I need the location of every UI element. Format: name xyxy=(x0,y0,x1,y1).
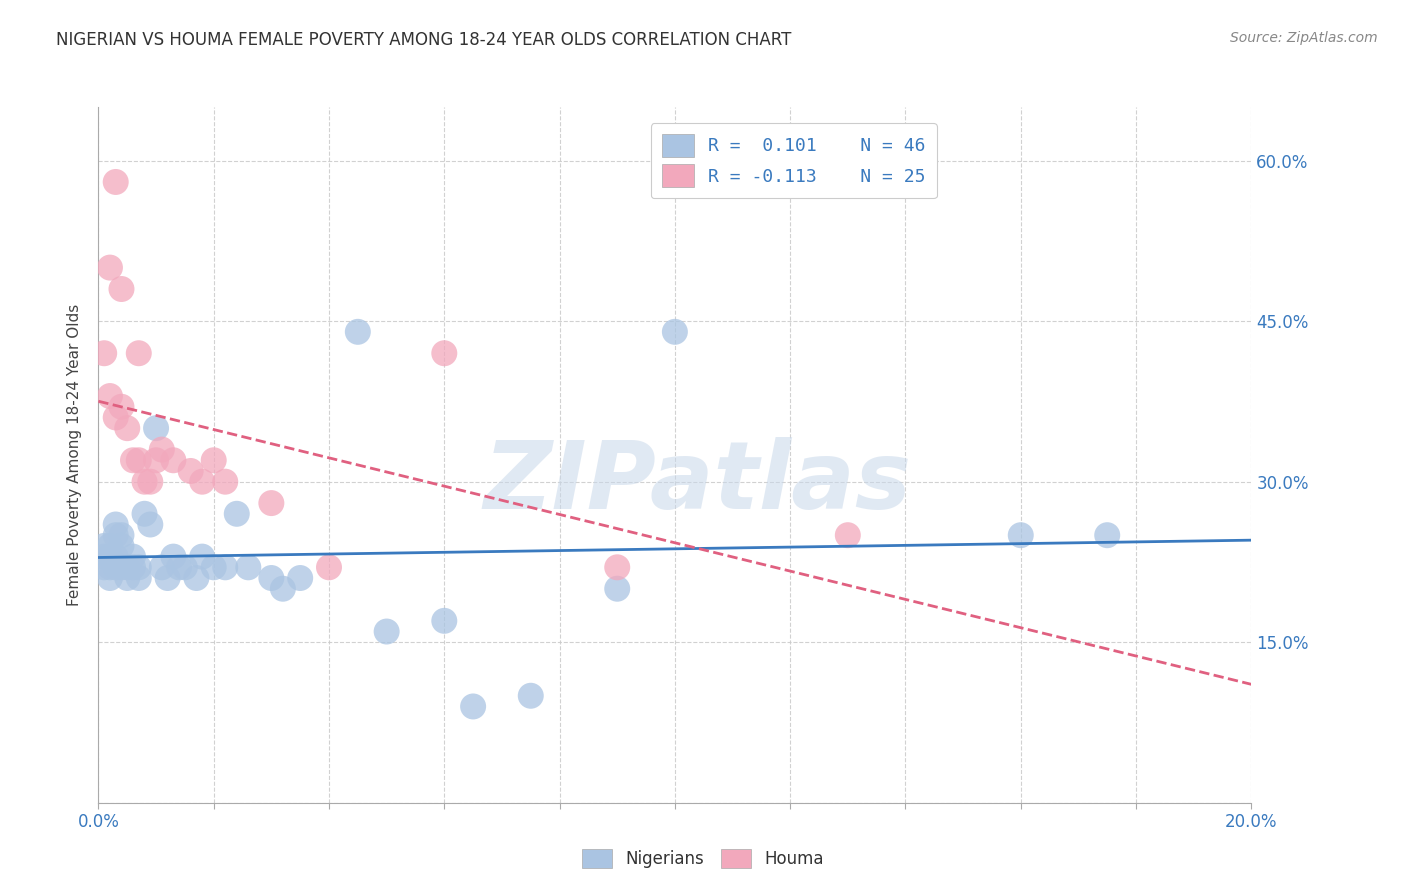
Point xyxy=(134,475,156,489)
Point xyxy=(128,453,150,467)
Point xyxy=(162,453,184,467)
Point xyxy=(260,571,283,585)
Point xyxy=(290,571,312,585)
Point xyxy=(191,549,214,564)
Point xyxy=(93,539,115,553)
Text: Source: ZipAtlas.com: Source: ZipAtlas.com xyxy=(1230,31,1378,45)
Point xyxy=(606,560,628,574)
Text: ZIPatlas: ZIPatlas xyxy=(484,437,912,529)
Point xyxy=(98,560,121,574)
Point xyxy=(139,517,162,532)
Point xyxy=(167,560,190,574)
Point xyxy=(174,560,197,574)
Point xyxy=(117,560,139,574)
Point xyxy=(606,582,628,596)
Point xyxy=(110,560,132,574)
Point xyxy=(134,507,156,521)
Point xyxy=(122,453,145,467)
Point xyxy=(191,475,214,489)
Point xyxy=(156,571,179,585)
Point xyxy=(145,453,167,467)
Point xyxy=(433,346,456,360)
Point xyxy=(128,346,150,360)
Point xyxy=(117,421,139,435)
Point xyxy=(150,560,173,574)
Point xyxy=(1010,528,1032,542)
Point xyxy=(117,571,139,585)
Legend: Nigerians, Houma: Nigerians, Houma xyxy=(575,842,831,875)
Point xyxy=(139,475,162,489)
Point xyxy=(433,614,456,628)
Legend: R =  0.101    N = 46, R = -0.113    N = 25: R = 0.101 N = 46, R = -0.113 N = 25 xyxy=(651,123,936,198)
Point xyxy=(98,389,121,403)
Point xyxy=(122,560,145,574)
Point xyxy=(202,560,225,574)
Point xyxy=(110,528,132,542)
Point xyxy=(128,560,150,574)
Point xyxy=(1097,528,1119,542)
Point xyxy=(271,582,294,596)
Point xyxy=(98,549,121,564)
Point xyxy=(186,571,208,585)
Point xyxy=(110,539,132,553)
Point xyxy=(346,325,368,339)
Point xyxy=(93,549,115,564)
Point xyxy=(104,410,127,425)
Point xyxy=(180,464,202,478)
Point xyxy=(104,175,127,189)
Point xyxy=(110,282,132,296)
Point xyxy=(104,528,127,542)
Point xyxy=(98,539,121,553)
Point xyxy=(202,453,225,467)
Point xyxy=(214,475,236,489)
Point xyxy=(664,325,686,339)
Point xyxy=(104,560,127,574)
Point xyxy=(145,421,167,435)
Point xyxy=(128,571,150,585)
Point xyxy=(375,624,398,639)
Point xyxy=(162,549,184,564)
Point xyxy=(122,549,145,564)
Point xyxy=(150,442,173,457)
Point xyxy=(110,400,132,414)
Text: NIGERIAN VS HOUMA FEMALE POVERTY AMONG 18-24 YEAR OLDS CORRELATION CHART: NIGERIAN VS HOUMA FEMALE POVERTY AMONG 1… xyxy=(56,31,792,49)
Point xyxy=(104,549,127,564)
Point xyxy=(214,560,236,574)
Point xyxy=(837,528,859,542)
Point xyxy=(520,689,543,703)
Point xyxy=(104,517,127,532)
Point xyxy=(93,346,115,360)
Point xyxy=(225,507,247,521)
Point xyxy=(318,560,340,574)
Point xyxy=(238,560,260,574)
Point xyxy=(260,496,283,510)
Point xyxy=(93,560,115,574)
Point xyxy=(98,260,121,275)
Point xyxy=(461,699,484,714)
Y-axis label: Female Poverty Among 18-24 Year Olds: Female Poverty Among 18-24 Year Olds xyxy=(67,304,83,606)
Point xyxy=(98,571,121,585)
